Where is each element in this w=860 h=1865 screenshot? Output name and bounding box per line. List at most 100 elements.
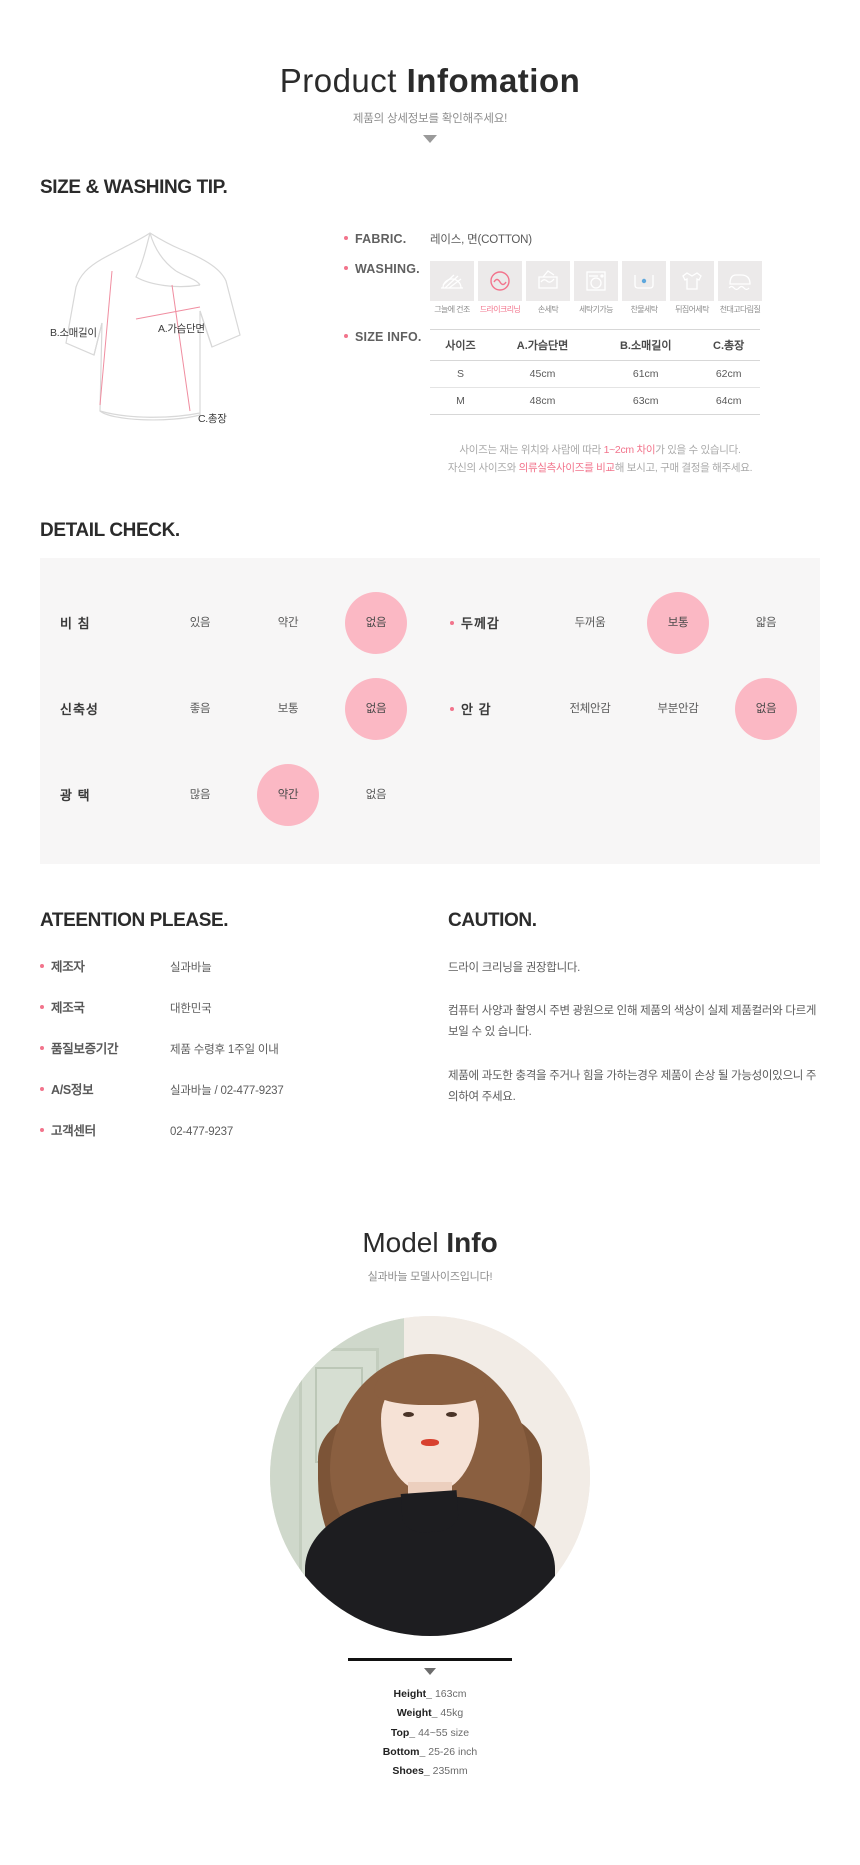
wash-caption: 손세탁 bbox=[537, 305, 559, 314]
detail-option[interactable]: 두꺼움 bbox=[574, 616, 606, 629]
size-note-line1: 사이즈는 재는 위치와 사람에 따라 1~2cm 차이가 있을 수 있습니다. bbox=[430, 441, 770, 459]
wash-item-dry-clean: 드라이크리닝 bbox=[478, 261, 522, 315]
model-spec-value: 45kg bbox=[440, 1707, 464, 1720]
detail-row-see-through: 비 침 있음 약간 없음 bbox=[40, 580, 430, 666]
fabric-label: FABRIC. bbox=[344, 231, 430, 246]
bullet-icon bbox=[40, 1004, 44, 1009]
detail-option[interactable]: 있음 bbox=[189, 616, 211, 629]
attention-row-country: 제조국 대한민국 bbox=[40, 997, 430, 1016]
size-info-column: FABRIC. 레이스, 면(COTTON) WASHING. 그늘에 건조 bbox=[340, 209, 820, 478]
model-spec-label: Weight_ bbox=[396, 1707, 438, 1720]
model-info-title: Model Info bbox=[0, 1227, 860, 1259]
detail-row-label: 안 감 bbox=[450, 699, 546, 718]
page-title-bold: Infomation bbox=[406, 62, 581, 99]
detail-option[interactable]: 약간 bbox=[277, 616, 299, 629]
detail-option[interactable]: 전체안감 bbox=[569, 702, 611, 715]
table-cell: S bbox=[430, 360, 491, 388]
model-spec-weight: Weight_ 45kg bbox=[0, 1704, 860, 1723]
detail-check-section: DETAIL CHECK. 비 침 있음 약간 없음 신축성 좋음 보통 bbox=[0, 520, 860, 864]
washing-label: WASHING. bbox=[344, 261, 430, 276]
model-spec-value: 163cm bbox=[434, 1687, 467, 1700]
detail-row-label: 광 택 bbox=[60, 788, 91, 804]
attention-title: ATEENTION PLEASE. bbox=[40, 909, 229, 931]
table-cell: 64cm bbox=[697, 387, 760, 415]
table-header-cell: A.가슴단면 bbox=[490, 329, 595, 361]
shade-dry-icon bbox=[430, 261, 474, 301]
attention-row-warranty: 품질보증기간 제품 수령후 1주일 이내 bbox=[40, 1038, 430, 1057]
table-cell: 63cm bbox=[594, 387, 698, 415]
label-total-length: C.총장 bbox=[198, 413, 227, 425]
detail-option[interactable]: 얇음 bbox=[755, 616, 777, 629]
detail-check-right-column: 두께감 두꺼움 보통 얇음 안 감 전체안감 부분안감 없음 bbox=[430, 580, 820, 838]
table-cell: 48cm bbox=[490, 387, 595, 415]
detail-options: 전체안감 부분안감 없음 bbox=[546, 677, 820, 740]
detail-option-selected[interactable]: 약간 bbox=[244, 763, 332, 826]
detail-option-selected[interactable]: 없음 bbox=[332, 677, 420, 740]
model-spec-top: Top_ 44~55 size bbox=[0, 1724, 860, 1743]
detail-option-selected[interactable]: 없음 bbox=[722, 677, 810, 740]
bullet-icon bbox=[450, 707, 454, 712]
detail-options: 많음 약간 없음 bbox=[156, 763, 430, 826]
detail-row-label: 신축성 bbox=[60, 702, 99, 718]
size-note-line1-b: 가 있을 수 있습니다. bbox=[655, 444, 741, 456]
detail-option[interactable]: 많음 bbox=[189, 788, 211, 801]
attention-label: 제조국 bbox=[40, 997, 170, 1016]
bullet-icon bbox=[40, 1045, 44, 1050]
wash-caption: 드라이크리닝 bbox=[479, 305, 521, 314]
caution-block: CAUTION. 드라이 크리닝을 권장합니다. 컴퓨터 사양과 촬영시 주변 … bbox=[430, 910, 820, 1161]
fabric-row: FABRIC. 레이스, 면(COTTON) bbox=[344, 231, 820, 247]
model-divider bbox=[348, 1657, 512, 1661]
down-arrow-icon bbox=[423, 135, 437, 143]
attention-row-customer-center: 고객센터 02-477-9237 bbox=[40, 1120, 430, 1139]
size-section-title: SIZE & WASHING TIP. bbox=[40, 177, 228, 198]
attention-value: 대한민국 bbox=[170, 1002, 212, 1015]
table-header-cell: C.총장 bbox=[697, 329, 760, 361]
hand-wash-icon bbox=[526, 261, 570, 301]
size-note-line2-highlight: 의류실측사이즈를 비교 bbox=[518, 462, 616, 475]
dry-clean-icon bbox=[478, 261, 522, 301]
size-info-label: SIZE INFO. bbox=[344, 329, 430, 344]
garment-illustration: B.소매길이 A.가슴단면 C.총장 bbox=[40, 209, 340, 459]
detail-option-selected[interactable]: 없음 bbox=[332, 591, 420, 654]
model-info-subtitle: 실과바늘 모델사이즈입니다! bbox=[367, 1270, 493, 1283]
detail-option[interactable]: 없음 bbox=[365, 788, 387, 801]
model-spec-bottom: Bottom_ 25-26 inch bbox=[0, 1743, 860, 1762]
wash-item-shade-dry: 그늘에 건조 bbox=[430, 261, 474, 315]
wash-caption: 그늘에 건조 bbox=[434, 305, 470, 314]
model-spec-label: Shoes_ bbox=[392, 1765, 430, 1778]
detail-options: 두꺼움 보통 얇음 bbox=[546, 591, 820, 654]
detail-check-grid: 비 침 있음 약간 없음 신축성 좋음 보통 없음 bbox=[40, 557, 820, 864]
bullet-icon bbox=[344, 266, 348, 271]
wash-item-hand-wash: 손세탁 bbox=[526, 261, 570, 315]
attention-value: 제품 수령후 1주일 이내 bbox=[170, 1043, 279, 1056]
page-subtitle: 제품의 상세정보를 확인해주세요! bbox=[352, 113, 508, 125]
machine-wash-icon bbox=[574, 261, 618, 301]
model-spec-value: 44~55 size bbox=[418, 1726, 470, 1739]
detail-check-title: DETAIL CHECK. bbox=[40, 519, 180, 541]
attention-label: 품질보증기간 bbox=[40, 1038, 170, 1057]
model-photo bbox=[270, 1315, 590, 1636]
label-sleeve-length: B.소매길이 bbox=[50, 327, 97, 339]
model-info-section: Model Info 실과바늘 모델사이즈입니다! Height_ 163cm … bbox=[0, 1227, 860, 1830]
label-chest-width: A.가슴단면 bbox=[158, 323, 205, 335]
caution-paragraph: 컴퓨터 사양과 촬영시 주변 광원으로 인해 제품의 색상이 실제 제품컬러와 … bbox=[448, 1005, 817, 1039]
attention-value: 02-477-9237 bbox=[170, 1125, 234, 1138]
down-arrow-icon bbox=[424, 1667, 436, 1675]
detail-option[interactable]: 부분안감 bbox=[657, 702, 699, 715]
table-header-cell: B.소매길이 bbox=[594, 329, 698, 361]
caution-list: 드라이 크리닝을 권장합니다. 컴퓨터 사양과 촬영시 주변 광원으로 인해 제… bbox=[448, 958, 820, 1108]
attention-label: A/S정보 bbox=[40, 1079, 170, 1098]
detail-row-label: 두께감 bbox=[450, 613, 546, 632]
size-note-line2: 자신의 사이즈와 의류실측사이즈를 비교해 보시고, 구매 결정을 해주세요. bbox=[430, 459, 770, 477]
detail-option-selected[interactable]: 보통 bbox=[634, 591, 722, 654]
detail-option[interactable]: 좋음 bbox=[189, 702, 211, 715]
detail-option[interactable]: 보통 bbox=[277, 702, 299, 715]
size-note-line2-a: 자신의 사이즈와 bbox=[447, 462, 519, 475]
model-collar bbox=[400, 1489, 460, 1534]
table-cell: 61cm bbox=[594, 360, 698, 388]
attention-label: 제조자 bbox=[40, 956, 170, 975]
model-lips bbox=[421, 1438, 439, 1446]
size-info-label-text: SIZE INFO. bbox=[355, 330, 422, 344]
wash-caption: 찬물세탁 bbox=[630, 305, 658, 314]
